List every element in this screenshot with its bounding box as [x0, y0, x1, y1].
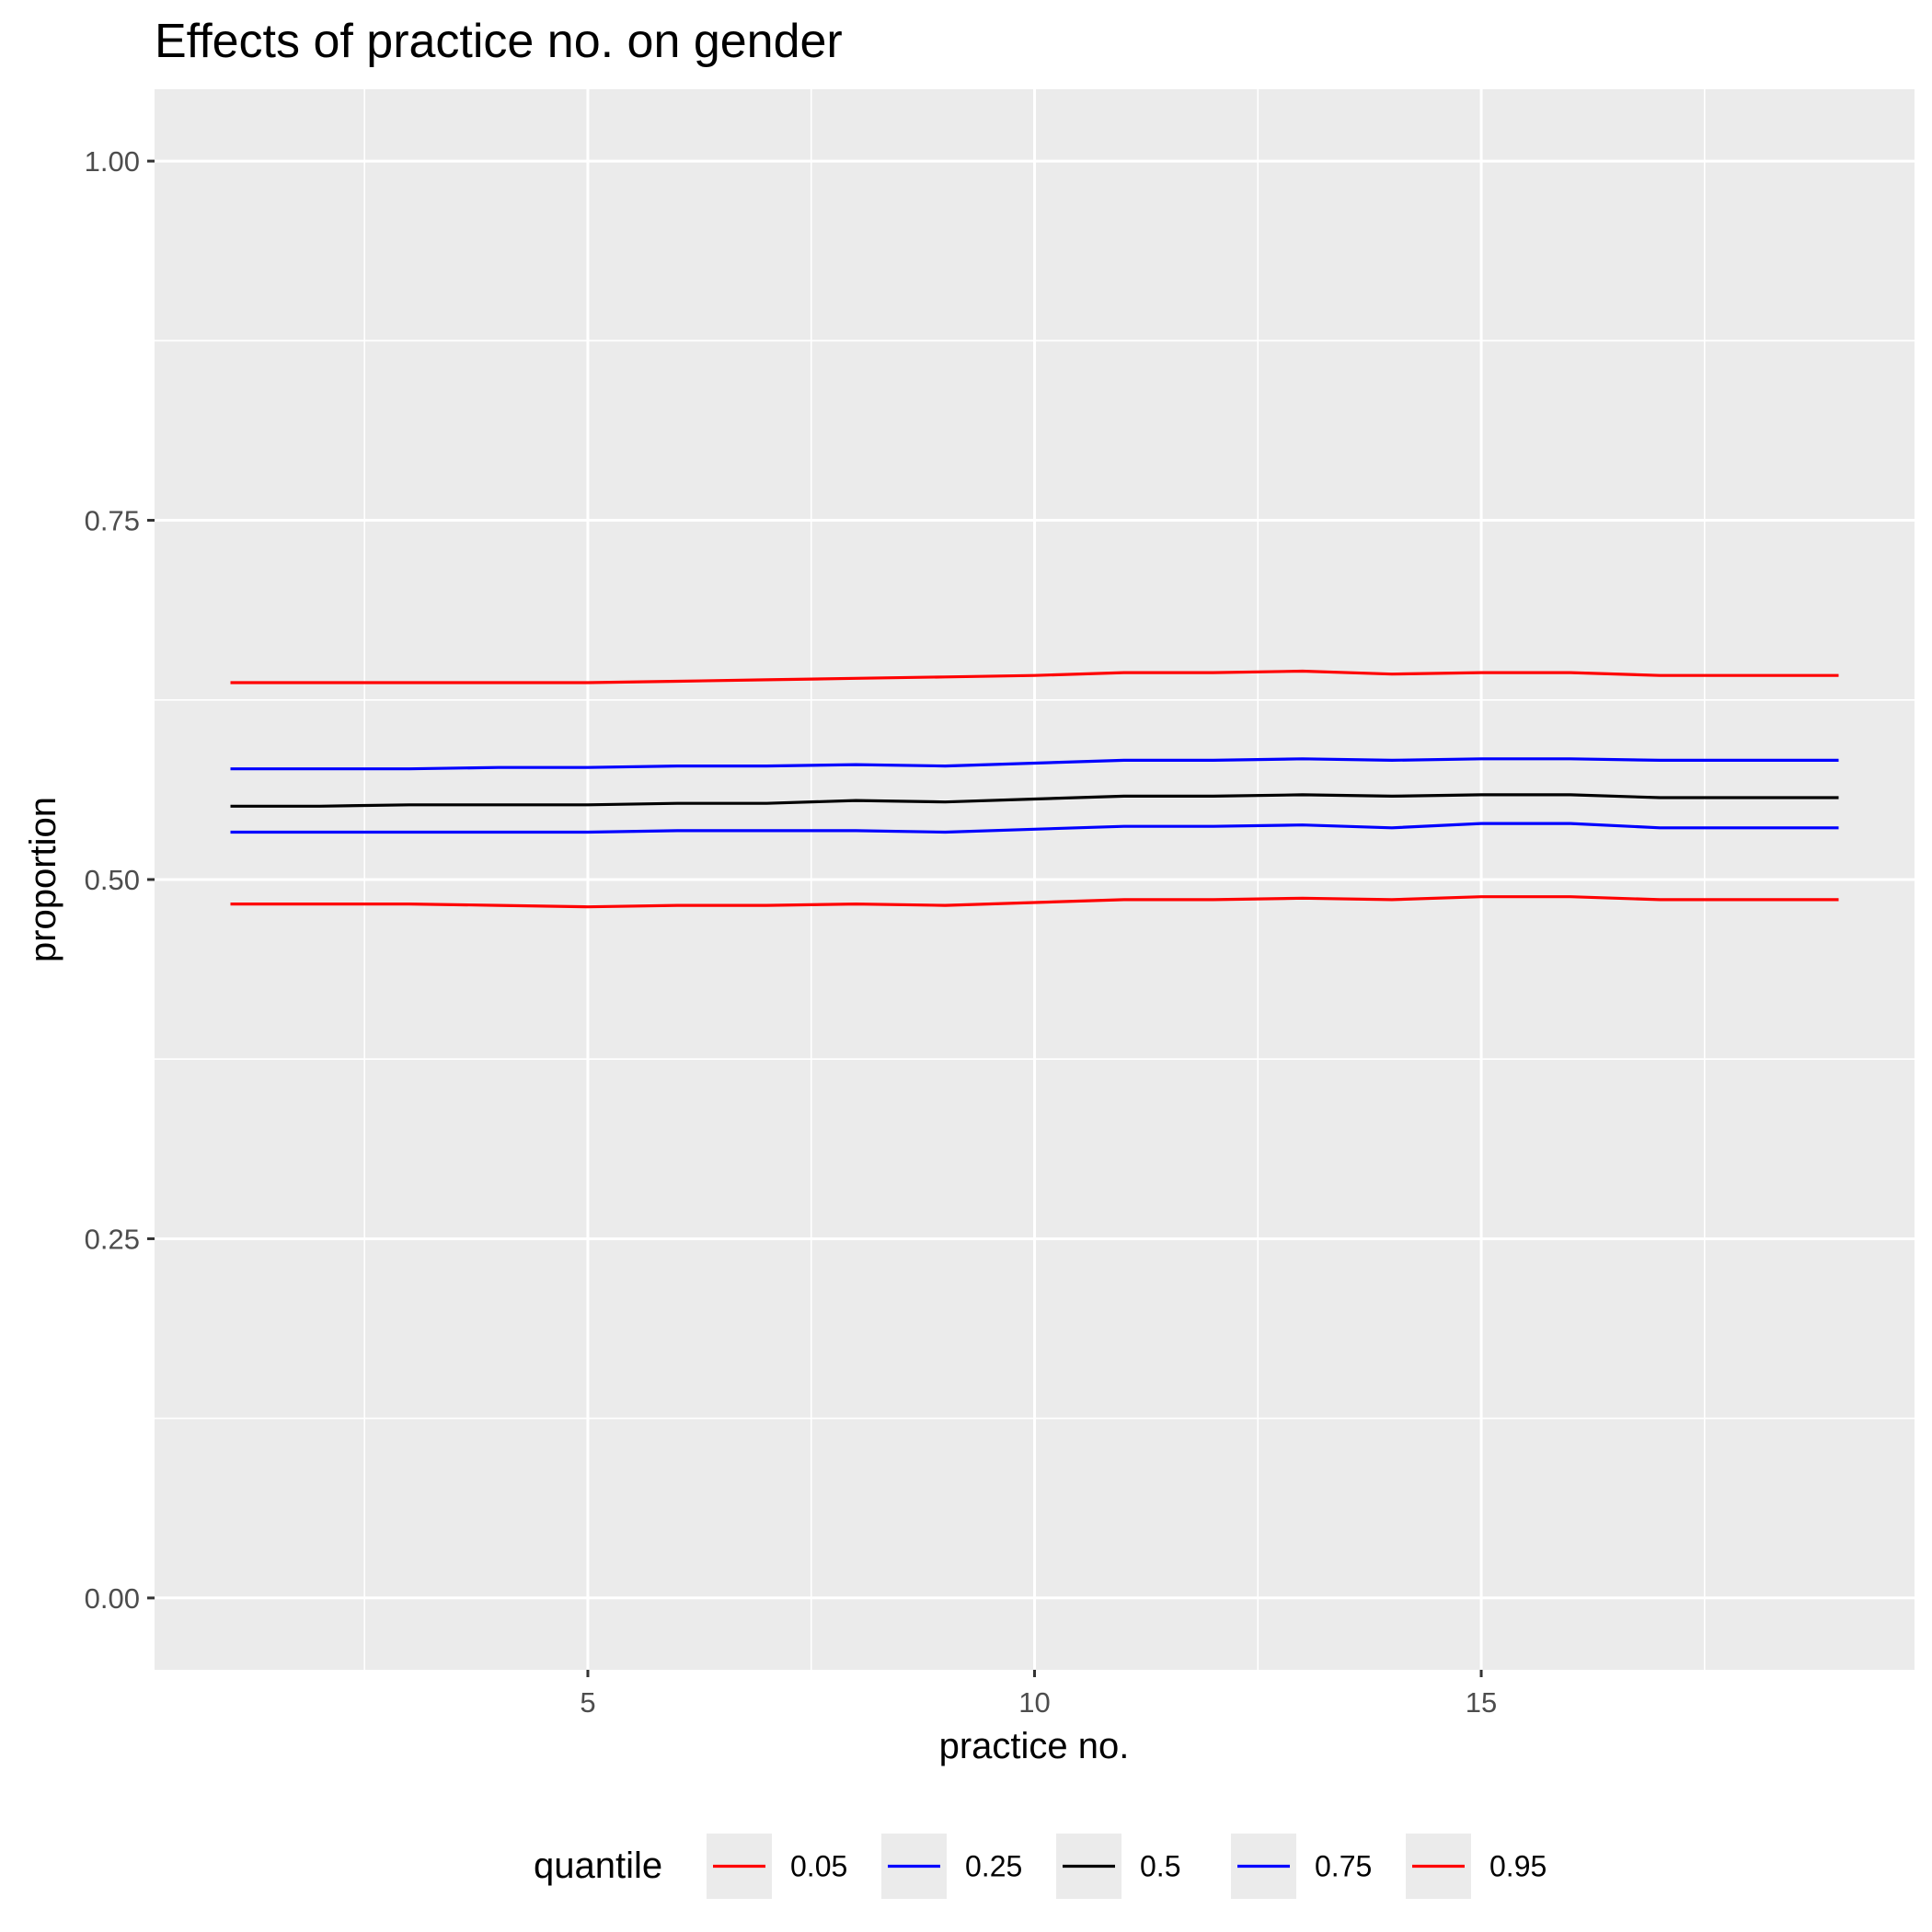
x-axis: 5 10 15 [580, 1670, 1497, 1719]
series-line-0.5 [230, 793, 1839, 808]
y-tick-label: 0.00 [85, 1582, 140, 1615]
y-tick-label: 0.25 [85, 1223, 140, 1255]
series-line-0.75 [230, 757, 1839, 771]
major-gridlines [155, 89, 1915, 1670]
series-line-0.05 [230, 895, 1839, 909]
series-line-0.25 [230, 822, 1839, 834]
legend-label-0.05: 0.05 [790, 1850, 847, 1883]
x-axis-title: practice no. [939, 1726, 1130, 1766]
legend-label-0.5: 0.5 [1140, 1850, 1180, 1883]
chart-title: Effects of practice no. on gender [155, 15, 843, 68]
y-tick-label: 1.00 [85, 145, 140, 178]
legend-label-0.95: 0.95 [1489, 1850, 1547, 1883]
legend-title: quantile [534, 1846, 662, 1886]
legend-label-0.25: 0.25 [965, 1850, 1022, 1883]
x-tick-label: 15 [1466, 1686, 1497, 1719]
y-tick-label: 0.50 [85, 864, 140, 896]
y-tick-label: 0.75 [85, 505, 140, 537]
y-axis-title: proportion [23, 797, 63, 962]
legend-label-0.75: 0.75 [1315, 1850, 1372, 1883]
series-line-0.95 [230, 669, 1839, 684]
x-tick-label: 5 [580, 1686, 595, 1719]
legend: quantile 0.05 0.25 0.5 0.75 0.95 [534, 1834, 1547, 1899]
series-lines [230, 669, 1839, 909]
x-tick-label: 10 [1018, 1686, 1050, 1719]
y-axis: 0.00 0.25 0.50 0.75 1.00 [85, 145, 155, 1615]
